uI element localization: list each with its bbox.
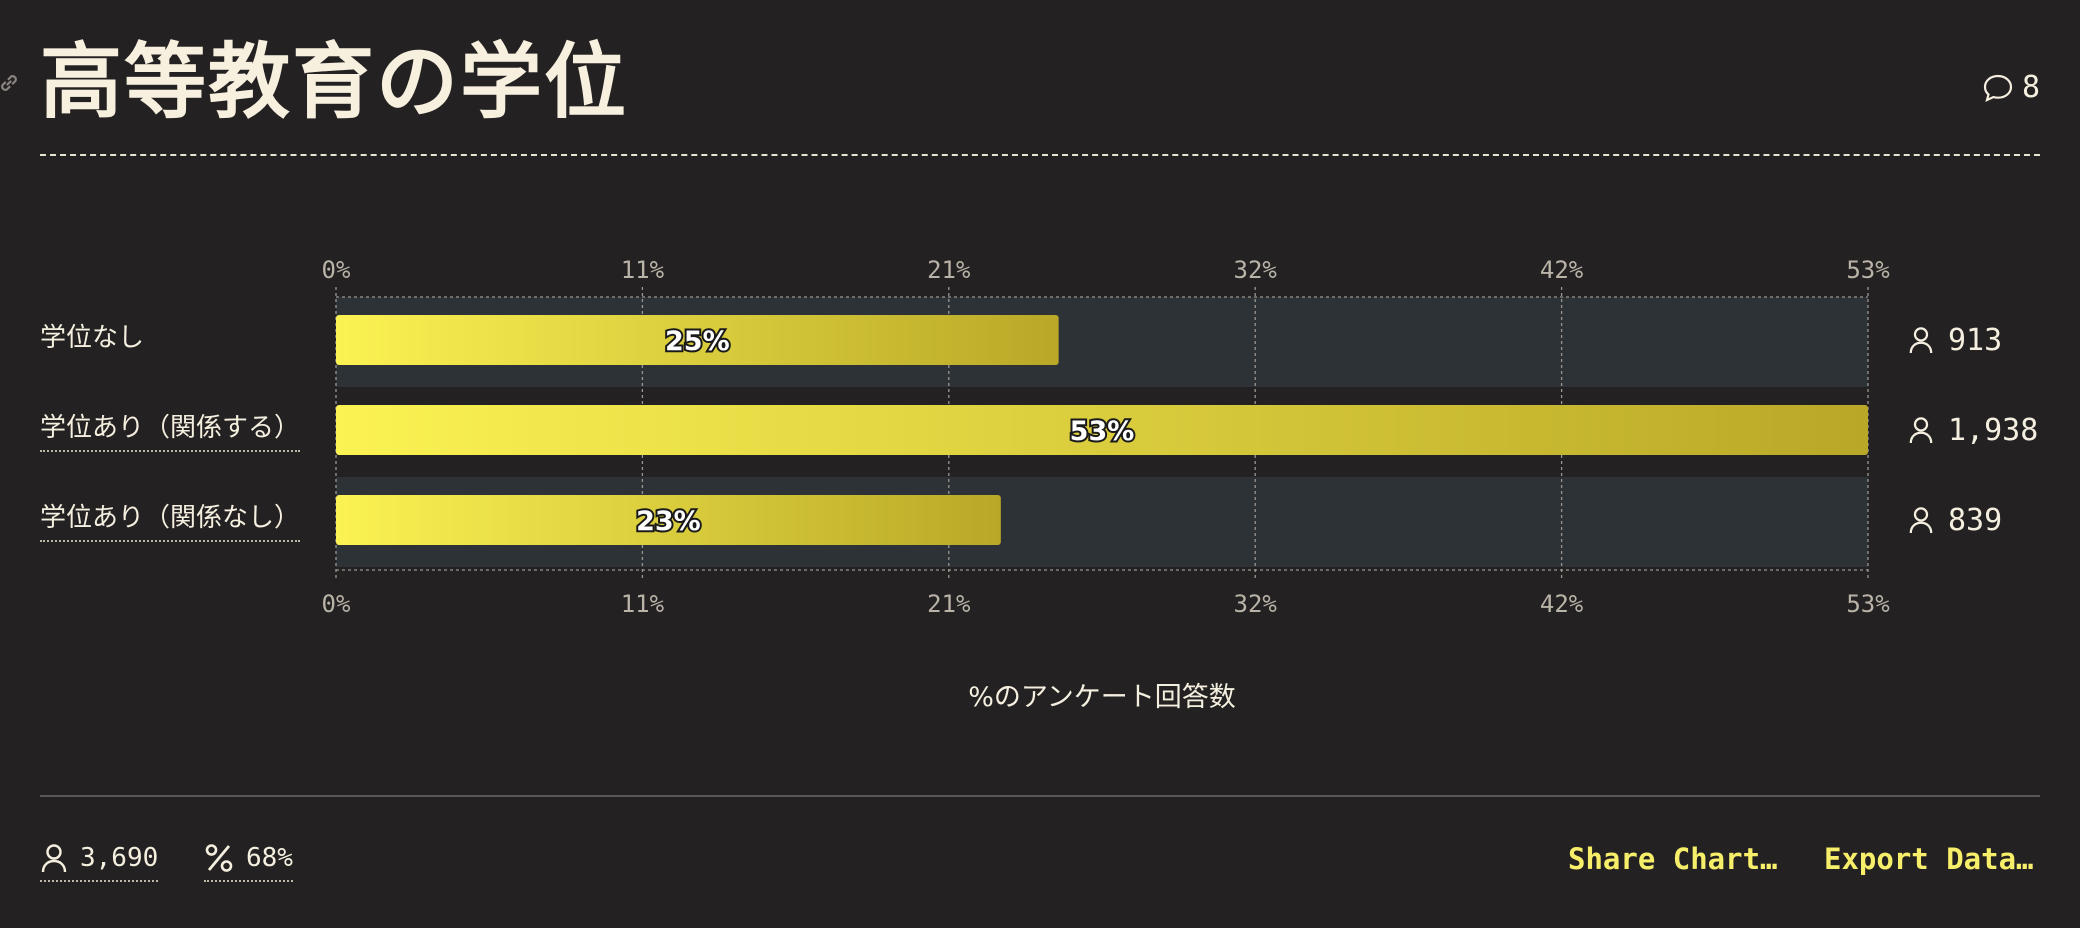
response-rate[interactable]: 68%	[204, 842, 293, 882]
x-tick-label-bottom: 42%	[1540, 590, 1584, 618]
respondent-count: 1,938	[1908, 410, 2038, 450]
x-axis-title: %のアンケート回答数	[968, 682, 1236, 713]
respondent-count-value: 1,938	[1948, 412, 2039, 448]
link-icon[interactable]	[0, 70, 22, 96]
x-tick-label-bottom: 0%	[322, 590, 351, 618]
x-tick-label-top: 53%	[1846, 256, 1890, 284]
total-respondents[interactable]: 3,690	[40, 842, 159, 882]
respondent-count: 839	[1908, 500, 2002, 540]
bar	[336, 405, 1868, 455]
x-tick-label-top: 11%	[621, 256, 665, 284]
user-icon	[1909, 417, 1933, 444]
category-label: 学位なし	[40, 323, 145, 353]
bar	[336, 315, 1059, 365]
comments-button[interactable]: 8	[1982, 70, 2040, 105]
comment-count: 8	[2021, 70, 2040, 105]
user-icon	[41, 844, 67, 873]
comment-icon	[1983, 74, 2013, 102]
x-tick-label-top: 21%	[927, 256, 971, 284]
x-tick-label-bottom: 11%	[621, 590, 665, 618]
footer-divider	[40, 795, 2040, 797]
bar-value-label: 25%	[665, 326, 730, 357]
user-icon	[1909, 327, 1933, 354]
respondent-count-value: 839	[1948, 502, 2003, 538]
respondent-count-value: 913	[1948, 322, 2003, 358]
category-label[interactable]: 学位あり（関係なし）	[40, 498, 301, 542]
x-tick-label-bottom: 21%	[927, 590, 971, 618]
x-tick-label-top: 0%	[322, 256, 351, 284]
total-respondents-value: 3,690	[80, 843, 159, 873]
x-tick-label-top: 42%	[1540, 256, 1584, 284]
x-tick-label-top: 32%	[1234, 256, 1278, 284]
x-tick-label-bottom: 53%	[1846, 590, 1890, 618]
share-chart-button[interactable]: Share Chart…	[1568, 842, 1778, 876]
response-rate-value: 68%	[246, 843, 293, 873]
category-label[interactable]: 学位あり（関係する）	[40, 408, 301, 452]
user-icon	[1909, 507, 1933, 534]
page-title: 高等教育の学位	[40, 35, 629, 130]
export-data-button[interactable]: Export Data…	[1824, 842, 2034, 876]
bar-value-label: 23%	[636, 506, 701, 537]
respondent-count: 913	[1908, 320, 2002, 360]
bar	[336, 495, 1001, 545]
percent-icon	[205, 844, 233, 872]
x-tick-label-bottom: 32%	[1234, 590, 1278, 618]
title-divider	[40, 154, 2040, 156]
bar-value-label: 53%	[1070, 416, 1135, 447]
